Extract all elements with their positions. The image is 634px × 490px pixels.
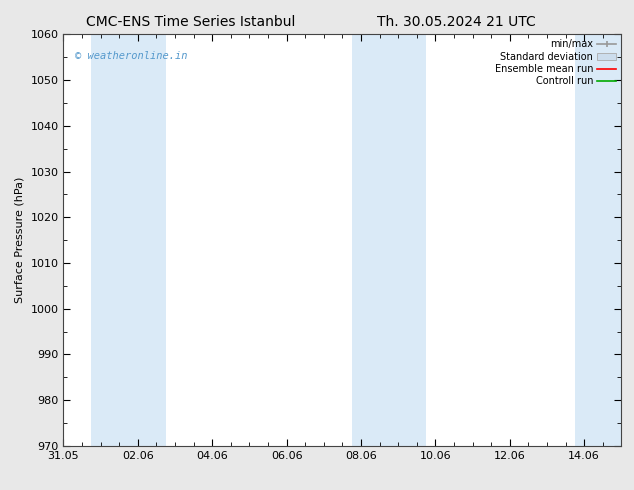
- Text: Th. 30.05.2024 21 UTC: Th. 30.05.2024 21 UTC: [377, 15, 536, 29]
- Bar: [352, 34, 426, 446]
- Text: © weatheronline.in: © weatheronline.in: [75, 51, 187, 61]
- Bar: [575, 34, 621, 446]
- Y-axis label: Surface Pressure (hPa): Surface Pressure (hPa): [15, 177, 25, 303]
- Bar: [91, 34, 165, 446]
- Text: CMC-ENS Time Series Istanbul: CMC-ENS Time Series Istanbul: [86, 15, 295, 29]
- Legend: min/max, Standard deviation, Ensemble mean run, Controll run: min/max, Standard deviation, Ensemble me…: [493, 37, 618, 88]
